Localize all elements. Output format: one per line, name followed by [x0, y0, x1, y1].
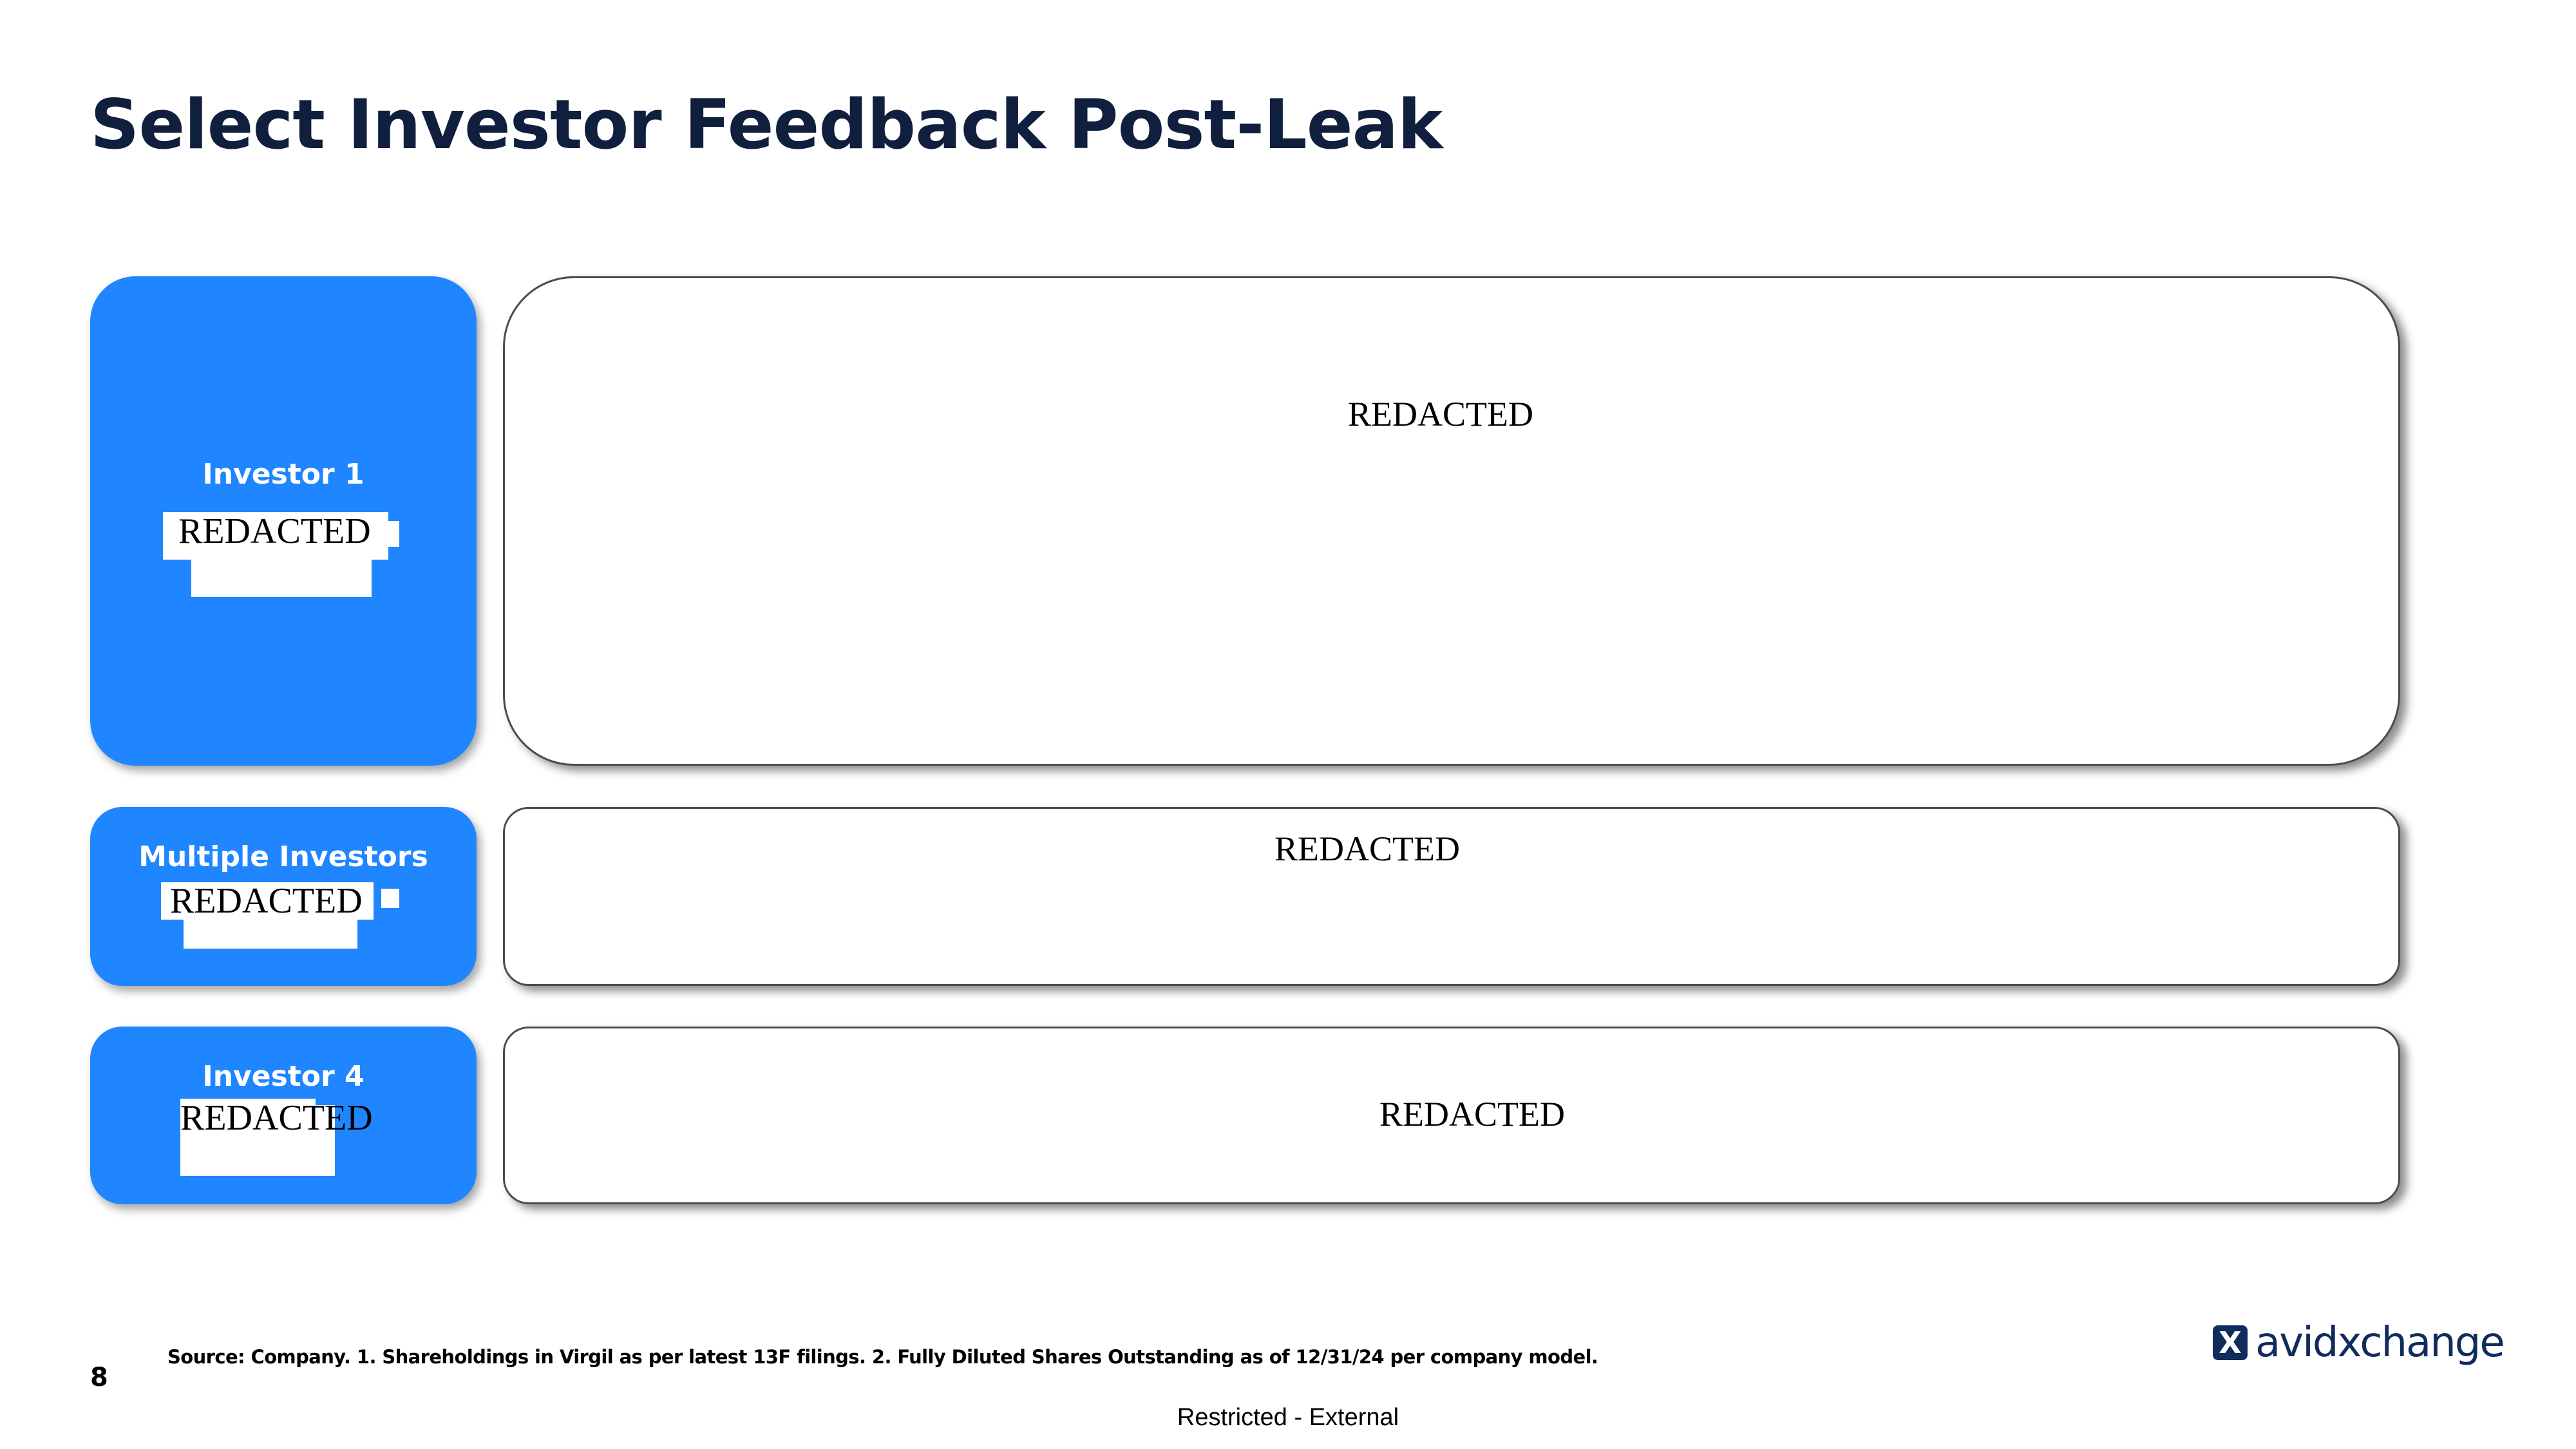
multiple-investors-label: Multiple Investors [138, 840, 428, 873]
multiple-investors-redacted: REDACTED [170, 881, 363, 921]
page-number: 8 [90, 1363, 108, 1392]
redaction-patch [316, 1105, 335, 1176]
investor-1-label: Investor 1 [202, 458, 365, 491]
source-note: Source: Company. 1. Shareholdings in Vir… [167, 1346, 1598, 1368]
investor-4-label: Investor 4 [202, 1060, 365, 1093]
investor-4-feedback: REDACTED [1379, 1095, 1565, 1133]
redaction-patch [381, 889, 399, 908]
x-logo-icon: X [2213, 1325, 2248, 1360]
investor-1-feedback-box: REDACTED [503, 276, 2400, 766]
investor-4-card: Investor 4 REDACTED [90, 1027, 477, 1204]
avidxchange-logo: X avidxchange [2213, 1319, 2505, 1367]
investor-4-feedback-box: REDACTED [503, 1027, 2400, 1204]
redaction-patch [180, 1099, 316, 1176]
redaction-patch [163, 512, 388, 560]
investor-1-feedback: REDACTED [1348, 395, 1533, 433]
investor-1-redacted: REDACTED [178, 511, 371, 551]
classification-label: Restricted - External [1177, 1404, 1399, 1431]
investor-1-card: Investor 1 REDACTED [90, 276, 477, 766]
multiple-investors-feedback: REDACTED [1274, 829, 1460, 868]
investor-4-redacted: REDACTED [180, 1098, 373, 1138]
multiple-investors-card: Multiple Investors REDACTED [90, 807, 477, 986]
page-title: Select Investor Feedback Post-Leak [90, 85, 1443, 164]
redaction-patch [184, 910, 357, 949]
redaction-patch [191, 553, 372, 597]
multiple-investors-feedback-box: REDACTED [503, 807, 2400, 986]
redaction-patch [380, 521, 399, 547]
logo-wordmark: avidxchange [2255, 1319, 2505, 1367]
